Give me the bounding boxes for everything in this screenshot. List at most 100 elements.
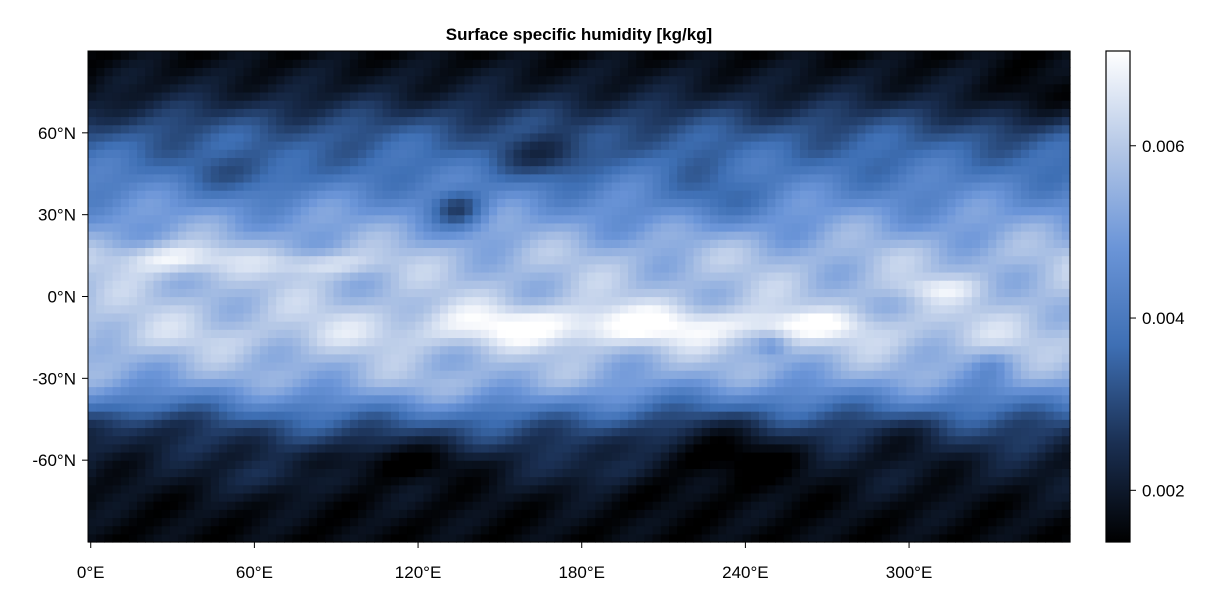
- heatmap-cell: [488, 255, 498, 265]
- heatmap-cell: [546, 501, 556, 510]
- heatmap-cell: [669, 361, 678, 371]
- heatmap-cell: [742, 222, 752, 232]
- heatmap-cell: [300, 321, 310, 330]
- heatmap-cell: [137, 476, 146, 486]
- heatmap-cell: [243, 492, 253, 502]
- heatmap-cell: [636, 198, 646, 208]
- heatmap-cell: [366, 255, 376, 265]
- heatmap-cell: [186, 353, 195, 363]
- heatmap-cell: [783, 411, 793, 420]
- heatmap-cell: [178, 345, 187, 355]
- heatmap-cell: [235, 321, 245, 330]
- heatmap-cell: [251, 386, 261, 396]
- heatmap-cell: [963, 329, 973, 339]
- heatmap-cell: [546, 353, 556, 363]
- heatmap-cell: [112, 509, 122, 519]
- heatmap-cell: [513, 492, 523, 502]
- heatmap-cell: [947, 206, 957, 216]
- heatmap-cell: [137, 304, 146, 314]
- heatmap-cell: [718, 411, 727, 420]
- heatmap-cell: [562, 263, 572, 273]
- heatmap-cell: [423, 402, 433, 412]
- heatmap-cell: [210, 501, 220, 510]
- heatmap-cell: [374, 517, 384, 527]
- heatmap-cell: [718, 484, 727, 494]
- heatmap-cell: [333, 222, 343, 232]
- heatmap-cell: [579, 517, 588, 527]
- heatmap-cell: [808, 361, 817, 371]
- heatmap-cell: [824, 370, 834, 379]
- heatmap-cell: [415, 468, 425, 478]
- heatmap-cell: [546, 198, 556, 208]
- heatmap-cell: [595, 353, 605, 363]
- heatmap-cell: [587, 525, 596, 535]
- heatmap-cell: [930, 239, 940, 248]
- heatmap-cell: [456, 198, 466, 208]
- heatmap-cell: [488, 443, 498, 453]
- heatmap-cell: [292, 386, 302, 396]
- heatmap-cell: [881, 501, 891, 510]
- heatmap-cell: [1012, 370, 1022, 379]
- heatmap-cell: [783, 525, 793, 535]
- heatmap-cell: [742, 386, 752, 396]
- heatmap-cell: [808, 525, 817, 535]
- heatmap-cell: [709, 468, 719, 478]
- heatmap-cell: [153, 280, 163, 289]
- heatmap-cell: [726, 296, 736, 306]
- heatmap-cell: [128, 484, 138, 494]
- heatmap-cell: [718, 492, 727, 502]
- heatmap-cell: [308, 402, 318, 412]
- heatmap-cell: [554, 231, 564, 240]
- heatmap-cell: [849, 435, 858, 445]
- heatmap-cell: [96, 411, 105, 420]
- heatmap-cell: [513, 304, 523, 314]
- heatmap-cell: [390, 280, 400, 289]
- heatmap-cell: [415, 386, 425, 396]
- heatmap-cell: [407, 525, 416, 535]
- heatmap-cell: [996, 247, 1006, 257]
- heatmap-cell: [333, 280, 343, 289]
- heatmap-cell: [382, 247, 392, 257]
- heatmap-cell: [579, 427, 588, 437]
- heatmap-cell: [1053, 329, 1063, 339]
- heatmap-cell: [251, 501, 261, 510]
- heatmap-cell: [628, 443, 637, 453]
- heatmap-cell: [521, 239, 531, 248]
- heatmap-cell: [759, 206, 768, 216]
- heatmap-cell: [579, 476, 588, 486]
- heatmap-cell: [1053, 460, 1063, 469]
- heatmap-cell: [186, 304, 195, 314]
- heatmap-cell: [439, 263, 449, 273]
- heatmap-cell: [742, 451, 752, 461]
- heatmap-cell: [317, 361, 326, 371]
- heatmap-cell: [276, 370, 285, 379]
- heatmap-cell: [734, 321, 744, 330]
- heatmap-cell: [898, 476, 907, 486]
- heatmap-cell: [104, 312, 114, 322]
- heatmap-cell: [145, 206, 155, 216]
- heatmap-cell: [685, 321, 695, 330]
- heatmap-cell: [840, 533, 850, 543]
- heatmap-cell: [824, 296, 834, 306]
- heatmap-cell: [587, 476, 596, 486]
- heatmap-cell: [488, 370, 498, 379]
- heatmap-cell: [120, 345, 130, 355]
- heatmap-cell: [407, 427, 416, 437]
- heatmap-cell: [1029, 525, 1038, 535]
- heatmap-cell: [799, 419, 809, 429]
- heatmap-cell: [341, 517, 351, 527]
- heatmap-cell: [235, 337, 245, 347]
- heatmap-cell: [268, 411, 277, 420]
- heatmap-cell: [922, 337, 932, 347]
- heatmap-cell: [775, 239, 785, 248]
- heatmap-cell: [169, 255, 179, 265]
- heatmap-cell: [865, 296, 875, 306]
- heatmap-cell: [292, 443, 302, 453]
- heatmap-cell: [398, 525, 408, 535]
- heatmap-cell: [1053, 501, 1063, 510]
- heatmap-cell: [619, 361, 629, 371]
- heatmap-cell: [775, 492, 785, 502]
- heatmap-cell: [939, 321, 948, 330]
- heatmap-cell: [88, 304, 97, 314]
- heatmap-cell: [300, 288, 310, 298]
